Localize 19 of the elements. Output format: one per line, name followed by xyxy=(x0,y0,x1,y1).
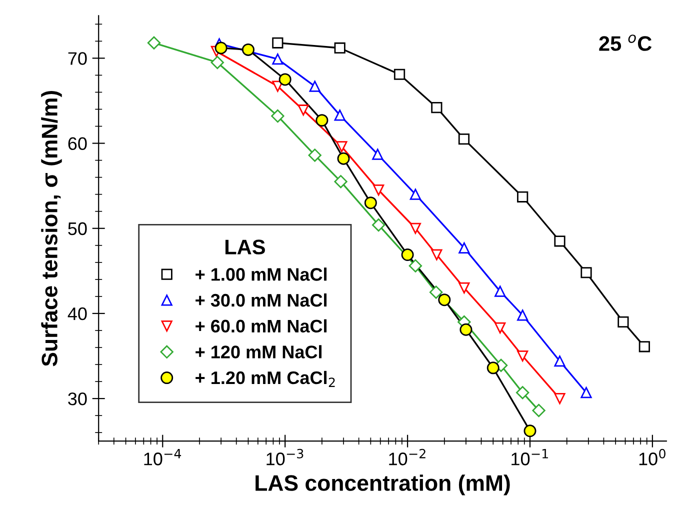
y-tick-label: 50 xyxy=(68,222,87,236)
y-tick-label: 60 xyxy=(68,137,87,150)
y-tick-label: 70 xyxy=(68,52,87,65)
x-tick-label: 10$^{−2}$ xyxy=(389,448,426,466)
annotation: 25 $^{o}$C xyxy=(599,34,652,51)
legend-label: + 60.0 mM NaCl xyxy=(196,319,327,333)
x-tick-label: 10$^{−4}$ xyxy=(144,449,182,466)
legend-title: LAS xyxy=(225,240,265,254)
x-tick-label: 10$^{−1}$ xyxy=(512,449,548,466)
x-tick-label: 10$^{0}$ xyxy=(639,448,666,466)
legend-label: + 120 mM NaCl xyxy=(196,345,322,358)
x-axis-title: LAS concentration (mM) xyxy=(256,474,510,496)
x-tick-label: 10$^{−3}$ xyxy=(266,448,304,466)
y-tick-label: 40 xyxy=(68,307,87,320)
y-axis-title: Surface tension, σ (mN/m) xyxy=(41,90,62,366)
legend-label: + 1.00 mM NaCl xyxy=(196,268,327,281)
legend-label: + 30.0 mM NaCl xyxy=(196,293,327,307)
y-tick-label: 30 xyxy=(68,392,87,406)
legend-label: + 1.20 mM CaCl$_{2}$ xyxy=(196,370,335,387)
